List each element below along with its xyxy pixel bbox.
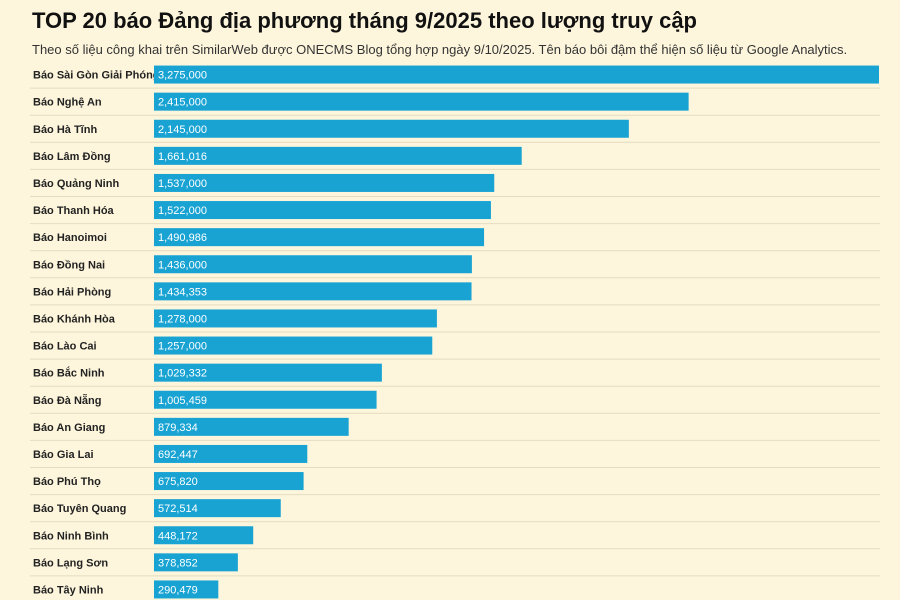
data-label: 1,278,000 — [158, 313, 207, 325]
category-label: Báo Lào Cai — [33, 341, 97, 353]
data-label: 2,145,000 — [158, 124, 207, 136]
data-label: 1,434,353 — [158, 286, 207, 298]
data-label: 675,820 — [158, 476, 198, 488]
data-label: 879,334 — [158, 422, 198, 434]
category-label: Báo Ninh Bình — [33, 530, 109, 542]
data-label: 1,029,332 — [158, 368, 207, 380]
data-label: 2,415,000 — [158, 97, 207, 109]
category-label: Báo Đồng Nai — [33, 259, 105, 271]
bar — [154, 553, 238, 572]
category-label: Báo Lâm Đồng — [33, 151, 111, 163]
data-label: 572,514 — [158, 503, 198, 515]
bar — [154, 580, 219, 599]
category-label: Báo Hanoimoi — [33, 232, 107, 244]
bar — [154, 119, 629, 138]
chart-title: TOP 20 báo Đảng địa phương tháng 9/2025 … — [32, 8, 697, 33]
category-label: Báo An Giang — [33, 422, 105, 434]
bar — [154, 472, 304, 491]
category-label: Báo Khánh Hòa — [33, 313, 116, 325]
category-label: Báo Quảng Ninh — [33, 178, 119, 190]
data-label: 378,852 — [158, 557, 198, 569]
category-label: Báo Bắc Ninh — [33, 367, 105, 380]
category-label: Báo Tây Ninh — [33, 584, 104, 596]
category-label: Báo Hải Phòng — [33, 286, 111, 298]
bar — [154, 526, 254, 545]
category-label: Báo Hà Tĩnh — [33, 124, 97, 136]
data-label: 1,005,459 — [158, 395, 207, 407]
category-label: Báo Gia Lai — [33, 449, 94, 461]
category-label: Báo Lạng Sơn — [33, 557, 108, 569]
bar — [154, 228, 485, 247]
data-label: 1,661,016 — [158, 151, 207, 163]
bar — [154, 336, 433, 355]
bar — [154, 444, 308, 463]
bar — [154, 499, 281, 518]
bar — [154, 417, 349, 436]
data-label: 1,537,000 — [158, 178, 207, 190]
bar — [154, 65, 879, 84]
data-label: 1,436,000 — [158, 259, 207, 271]
bar — [154, 363, 382, 382]
bar — [154, 201, 491, 220]
category-label: Báo Nghệ An — [33, 97, 102, 109]
bar — [154, 309, 437, 328]
data-label: 290,479 — [158, 584, 198, 596]
chart-subtitle: Theo số liệu công khai trên SimilarWeb đ… — [32, 42, 848, 57]
bar — [154, 390, 377, 409]
data-label: 692,447 — [158, 449, 198, 461]
data-label: 3,275,000 — [158, 70, 207, 82]
bar — [154, 173, 495, 192]
bar — [154, 282, 472, 301]
category-label: Báo Thanh Hóa — [33, 205, 115, 217]
data-label: 1,490,986 — [158, 232, 207, 244]
bar — [154, 255, 472, 274]
category-label: Báo Đà Nẵng — [33, 394, 101, 407]
bar — [154, 92, 689, 111]
data-label: 1,257,000 — [158, 341, 207, 353]
category-label: Báo Tuyên Quang — [33, 503, 126, 515]
category-label: Báo Phú Thọ — [33, 476, 101, 488]
data-label: 1,522,000 — [158, 205, 207, 217]
bar — [154, 146, 522, 165]
category-label: Báo Sài Gòn Giải Phóng — [33, 70, 160, 82]
data-label: 448,172 — [158, 530, 198, 542]
